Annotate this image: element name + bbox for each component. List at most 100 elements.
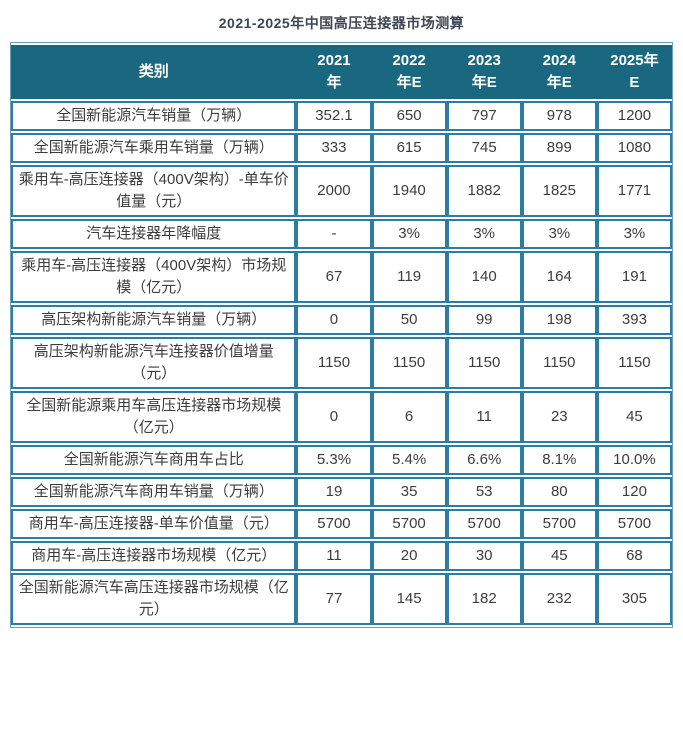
header-row: 类别 2021 年 2022 年E 2023 年E 2024 年E (11, 45, 672, 99)
row-value: 11 (296, 541, 372, 571)
row-value: 305 (596, 573, 672, 625)
row-value: 35 (371, 477, 447, 507)
row-value: 1150 (521, 337, 597, 389)
table-row: 高压架构新能源汽车销量（万辆） 0 50 99 198 393 (11, 305, 672, 335)
row-label: 高压架构新能源汽车销量（万辆） (11, 305, 297, 335)
row-value: 5700 (296, 509, 372, 539)
table-row: 全国新能源汽车乘用车销量（万辆） 333 615 745 899 1080 (11, 133, 672, 163)
row-value: 5700 (446, 509, 522, 539)
table-row: 商用车-高压连接器-单车价值量（元） 5700 5700 5700 5700 5… (11, 509, 672, 539)
row-value: 20 (371, 541, 447, 571)
row-value: 797 (446, 101, 522, 131)
row-label: 商用车-高压连接器-单车价值量（元） (11, 509, 297, 539)
row-label: 汽车连接器年降幅度 (11, 219, 297, 249)
row-value: 5700 (596, 509, 672, 539)
column-header-line: 年 (326, 74, 342, 91)
column-header-line: 2021 (317, 52, 351, 69)
row-value: 191 (596, 251, 672, 303)
table-row: 高压架构新能源汽车连接器价值增量（元） 1150 1150 1150 1150 … (11, 337, 672, 389)
column-header-2023e: 2023 年E (446, 45, 522, 99)
table-row: 全国新能源汽车高压连接器市场规模（亿元） 77 145 182 232 305 (11, 573, 672, 625)
column-header-2024e: 2024 年E (521, 45, 597, 99)
row-value: 67 (296, 251, 372, 303)
table-row: 商用车-高压连接器市场规模（亿元） 11 20 30 45 68 (11, 541, 672, 571)
row-value: 68 (596, 541, 672, 571)
row-value: 11 (446, 391, 522, 443)
row-value: 3% (596, 219, 672, 249)
column-header-line: 2023 (467, 52, 501, 69)
row-value: 5700 (371, 509, 447, 539)
row-value: - (296, 219, 372, 249)
table-row: 乘用车-高压连接器（400V架构）市场规模（亿元） 67 119 140 164… (11, 251, 672, 303)
row-value: 1825 (521, 165, 597, 217)
row-value: 80 (521, 477, 597, 507)
row-value: 119 (371, 251, 447, 303)
row-label: 全国新能源汽车销量（万辆） (11, 101, 297, 131)
row-value: 5.4% (371, 445, 447, 475)
row-value: 352.1 (296, 101, 372, 131)
row-value: 8.1% (521, 445, 597, 475)
row-value: 1150 (596, 337, 672, 389)
row-value: 333 (296, 133, 372, 163)
row-value: 1882 (446, 165, 522, 217)
row-value: 19 (296, 477, 372, 507)
row-value: 1771 (596, 165, 672, 217)
row-label: 全国新能源汽车乘用车销量（万辆） (11, 133, 297, 163)
row-value: 53 (446, 477, 522, 507)
column-header-2025e: 2025年 E (596, 45, 672, 99)
row-value: 3% (371, 219, 447, 249)
row-label: 商用车-高压连接器市场规模（亿元） (11, 541, 297, 571)
row-value: 650 (371, 101, 447, 131)
row-value: 6.6% (446, 445, 522, 475)
column-header-line: 2025年 (610, 52, 659, 69)
row-value: 10.0% (596, 445, 672, 475)
row-value: 140 (446, 251, 522, 303)
column-header-2021: 2021 年 (296, 45, 372, 99)
table-row: 全国新能源汽车销量（万辆） 352.1 650 797 978 1200 (11, 101, 672, 131)
table-row: 汽车连接器年降幅度 - 3% 3% 3% 3% (11, 219, 672, 249)
market-estimation-table: 类别 2021 年 2022 年E 2023 年E 2024 年E (10, 42, 673, 628)
column-header-line: 2024 (542, 52, 576, 69)
column-header-line: E (629, 74, 640, 91)
row-label: 全国新能源汽车商用车占比 (11, 445, 297, 475)
row-value: 50 (371, 305, 447, 335)
row-label: 全国新能源汽车商用车销量（万辆） (11, 477, 297, 507)
column-header-line: 年E (396, 74, 422, 91)
row-value: 1200 (596, 101, 672, 131)
row-label: 高压架构新能源汽车连接器价值增量（元） (11, 337, 297, 389)
row-value: 1080 (596, 133, 672, 163)
row-value: 615 (371, 133, 447, 163)
row-value: 2000 (296, 165, 372, 217)
row-value: 745 (446, 133, 522, 163)
row-value: 164 (521, 251, 597, 303)
row-value: 77 (296, 573, 372, 625)
row-value: 232 (521, 573, 597, 625)
row-value: 0 (296, 391, 372, 443)
table-title: 2021-2025年中国高压连接器市场测算 (218, 15, 465, 31)
row-value: 23 (521, 391, 597, 443)
row-value: 6 (371, 391, 447, 443)
row-value: 30 (446, 541, 522, 571)
row-value: 899 (521, 133, 597, 163)
column-header-2022e: 2022 年E (371, 45, 447, 99)
row-value: 145 (371, 573, 447, 625)
row-value: 1940 (371, 165, 447, 217)
row-value: 1150 (446, 337, 522, 389)
row-value: 393 (596, 305, 672, 335)
table-row: 全国新能源乘用车高压连接器市场规模（亿元） 0 6 11 23 45 (11, 391, 672, 443)
row-label: 全国新能源乘用车高压连接器市场规模（亿元） (11, 391, 297, 443)
row-value: 45 (521, 541, 597, 571)
row-value: 1150 (296, 337, 372, 389)
row-value: 198 (521, 305, 597, 335)
column-header-line: 年E (546, 74, 572, 91)
row-value: 182 (446, 573, 522, 625)
column-header-line: 2022 (392, 52, 426, 69)
row-value: 5700 (521, 509, 597, 539)
column-header-line: 年E (471, 74, 497, 91)
row-value: 3% (521, 219, 597, 249)
row-label: 全国新能源汽车高压连接器市场规模（亿元） (11, 573, 297, 625)
row-value: 3% (446, 219, 522, 249)
row-value: 1150 (371, 337, 447, 389)
table-row: 全国新能源汽车商用车占比 5.3% 5.4% 6.6% 8.1% 10.0% (11, 445, 672, 475)
